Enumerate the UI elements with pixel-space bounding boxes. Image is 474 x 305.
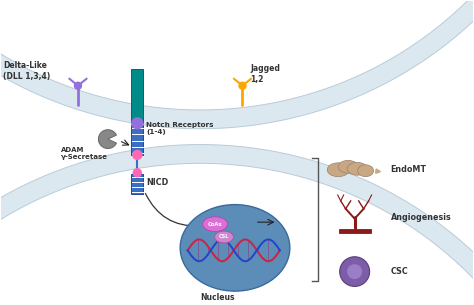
Wedge shape xyxy=(99,130,117,149)
Ellipse shape xyxy=(202,217,228,231)
Text: CoAs: CoAs xyxy=(208,222,222,227)
Circle shape xyxy=(239,82,246,89)
Circle shape xyxy=(133,150,142,160)
Circle shape xyxy=(346,264,363,279)
Text: ADAM
γ-Secretase: ADAM γ-Secretase xyxy=(61,147,108,160)
Circle shape xyxy=(74,82,82,89)
Text: Notch Receptors
(1-4): Notch Receptors (1-4) xyxy=(146,122,214,135)
Text: Jagged
1,2: Jagged 1,2 xyxy=(250,64,280,84)
Text: NICD: NICD xyxy=(146,178,169,187)
Text: Delta-Like
(DLL 1,3,4): Delta-Like (DLL 1,3,4) xyxy=(3,61,50,81)
FancyBboxPatch shape xyxy=(339,228,371,233)
Text: Nucleus: Nucleus xyxy=(201,293,235,302)
FancyBboxPatch shape xyxy=(131,125,143,155)
Polygon shape xyxy=(0,145,474,305)
Ellipse shape xyxy=(338,160,358,173)
Ellipse shape xyxy=(215,231,234,243)
FancyBboxPatch shape xyxy=(131,174,143,195)
Text: CSL: CSL xyxy=(219,235,229,239)
Text: Angiogenesis: Angiogenesis xyxy=(391,213,451,222)
Ellipse shape xyxy=(347,162,367,175)
FancyBboxPatch shape xyxy=(131,69,143,123)
Polygon shape xyxy=(0,0,474,129)
Ellipse shape xyxy=(358,165,374,177)
Ellipse shape xyxy=(180,205,290,291)
Ellipse shape xyxy=(327,163,349,177)
Text: EndoMT: EndoMT xyxy=(391,165,427,174)
Circle shape xyxy=(340,257,370,286)
Text: CSC: CSC xyxy=(391,267,408,276)
Circle shape xyxy=(133,169,141,177)
Circle shape xyxy=(132,118,143,129)
